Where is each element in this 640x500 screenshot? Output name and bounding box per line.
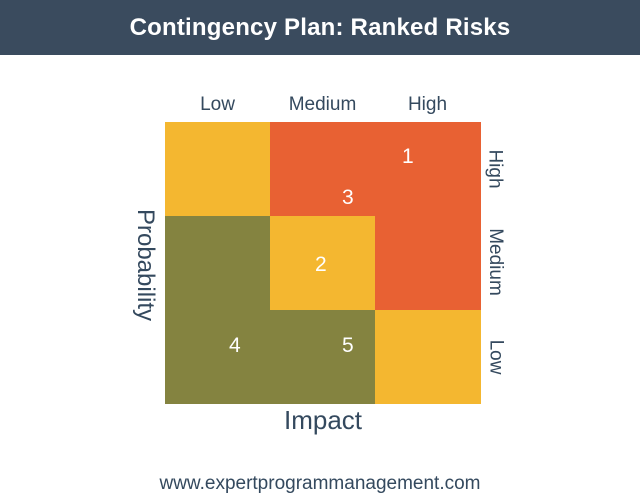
header-banner: Contingency Plan: Ranked Risks bbox=[0, 0, 640, 55]
risk-marker-1: 1 bbox=[402, 145, 414, 168]
column-label-medium: Medium bbox=[288, 94, 357, 115]
page-title: Contingency Plan: Ranked Risks bbox=[129, 13, 511, 41]
risk-marker-5: 5 bbox=[342, 334, 354, 357]
cell-medium-impact-low-prob bbox=[270, 310, 375, 404]
row-label-medium: Medium bbox=[485, 227, 507, 296]
cell-high-zone-top bbox=[270, 122, 481, 216]
cell-low-impact-high-prob bbox=[165, 122, 270, 216]
row-label-low: Low bbox=[485, 339, 507, 374]
column-label-high: High bbox=[407, 94, 448, 115]
cell-high-impact-low-prob bbox=[375, 310, 481, 404]
cell-low-zone-left bbox=[165, 216, 270, 404]
row-label-high: High bbox=[485, 148, 507, 189]
risk-marker-4: 4 bbox=[229, 334, 241, 357]
risk-marker-2: 2 bbox=[315, 253, 327, 276]
cell-medium-impact-medium-prob bbox=[270, 216, 375, 310]
cell-high-impact-medium-prob bbox=[375, 216, 481, 310]
y-axis-label: Probability bbox=[132, 208, 159, 322]
risk-marker-3: 3 bbox=[342, 186, 354, 209]
footer-url: www.expertprogrammanagement.com bbox=[159, 473, 481, 494]
column-label-low: Low bbox=[200, 94, 235, 115]
x-axis-label: Impact bbox=[283, 405, 363, 435]
